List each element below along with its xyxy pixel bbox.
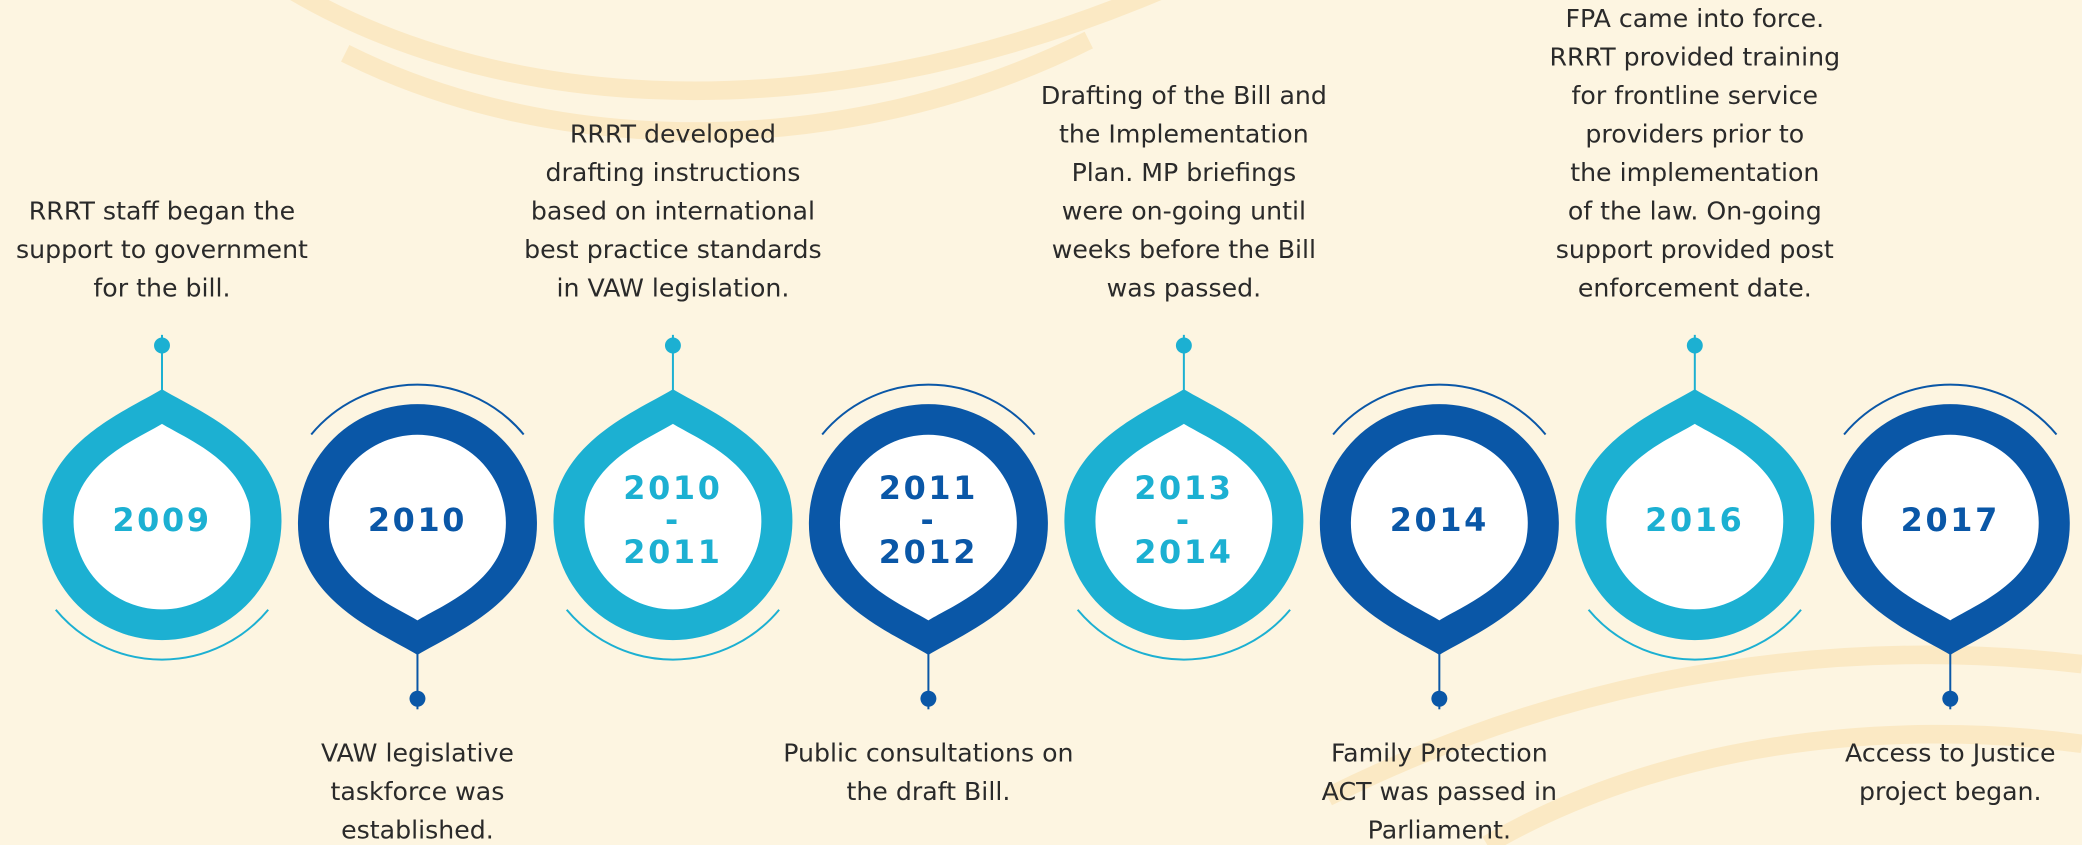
timeline-node: 2017 Access to Justice project began. xyxy=(1830,383,2070,806)
stem-dot xyxy=(1942,690,1959,707)
description: best practice standards xyxy=(524,235,822,264)
year-label: 2017 xyxy=(1901,501,2000,539)
description: for the bill. xyxy=(93,274,230,303)
description: RRRT provided training xyxy=(1550,43,1841,72)
arc xyxy=(55,609,269,661)
description: Plan. MP briefings xyxy=(1072,158,1297,187)
description: enforcement date. xyxy=(1578,274,1812,303)
description: based on international xyxy=(531,197,815,226)
description: Parliament. xyxy=(1368,815,1511,844)
year-label: 2014 xyxy=(1134,533,1233,571)
description: Public consultations on xyxy=(783,738,1073,767)
timeline-node: 2011-2012 Public consultations on the draf… xyxy=(783,383,1074,806)
drop-inner xyxy=(1606,423,1784,610)
arc xyxy=(565,609,780,661)
stem-dot xyxy=(1431,690,1448,707)
stem-dot xyxy=(664,337,681,354)
year-label: - xyxy=(920,501,936,539)
stem-dot xyxy=(1686,337,1703,354)
description: Family Protection xyxy=(1331,738,1548,767)
description: the implementation xyxy=(1570,158,1819,187)
description: taskforce was xyxy=(331,777,505,806)
description: established. xyxy=(341,815,494,844)
description: ACT was passed in xyxy=(1322,777,1557,806)
description: project began. xyxy=(1859,777,2042,806)
year-label: - xyxy=(1176,501,1192,539)
year-label: 2014 xyxy=(1390,501,1489,539)
drop-inner xyxy=(584,423,762,610)
description: for frontline service xyxy=(1572,81,1819,110)
drop-inner xyxy=(1350,434,1528,621)
timeline-node: 2013-2014 Drafting of the Bill and the Imp… xyxy=(1041,81,1327,661)
drop-inner xyxy=(1861,434,2039,621)
description: the draft Bill. xyxy=(846,777,1010,806)
arc xyxy=(821,383,1036,436)
background-decoration xyxy=(290,0,2082,845)
year-label: 2011 xyxy=(623,533,722,571)
timeline-node: 2010-2011 RRRT developed drafting instruct… xyxy=(524,120,822,661)
year-label: 2011 xyxy=(879,469,978,507)
arc xyxy=(1332,383,1547,436)
description: Drafting of the Bill and xyxy=(1041,81,1327,110)
description: Access to Justice xyxy=(1845,738,2056,767)
stem-dot xyxy=(1175,337,1192,354)
description: of the law. On-going xyxy=(1568,197,1822,226)
drop-inner xyxy=(839,434,1017,621)
description: providers prior to xyxy=(1585,120,1804,149)
year-label: - xyxy=(665,501,681,539)
description: RRRT staff began the xyxy=(29,197,295,226)
arc xyxy=(310,383,525,436)
year-label: 2012 xyxy=(879,533,978,571)
stem-dot xyxy=(409,690,426,707)
timeline-node: 2009 RRRT staff began the support to gover… xyxy=(16,197,308,661)
year-label: 2013 xyxy=(1134,469,1233,507)
description: FPA came into force. xyxy=(1565,4,1824,33)
drop-inner xyxy=(329,434,506,621)
description: RRRT developed xyxy=(570,120,776,149)
description: drafting instructions xyxy=(546,158,801,187)
year-label: 2010 xyxy=(368,501,467,539)
description: were on-going until xyxy=(1062,197,1306,226)
description: weeks before the Bill xyxy=(1052,235,1316,264)
description: support provided post xyxy=(1556,235,1834,264)
stem-dot xyxy=(154,337,170,354)
timeline-node: 2010 VAW legislative taskforce was establis… xyxy=(297,383,537,844)
description: VAW legislative xyxy=(321,738,514,767)
arc xyxy=(1843,383,2058,436)
year-label: 2016 xyxy=(1645,501,1744,539)
stem-dot xyxy=(920,690,937,707)
timeline-node: 2014 Family Protection ACT was passed in Pa… xyxy=(1319,383,1559,844)
description: in VAW legislation. xyxy=(556,274,789,303)
year-label: 2009 xyxy=(112,501,211,539)
drop-inner xyxy=(73,423,251,610)
year-label: 2010 xyxy=(623,469,722,507)
description: support to government xyxy=(16,235,308,264)
description: was passed. xyxy=(1107,274,1262,303)
arc xyxy=(1076,609,1291,661)
arc xyxy=(1587,609,1802,661)
description: the Implementation xyxy=(1059,120,1309,149)
timeline-node: 2016 FPA came into force. RRRT provided tr… xyxy=(1550,4,1841,661)
drop-inner xyxy=(1095,423,1273,610)
